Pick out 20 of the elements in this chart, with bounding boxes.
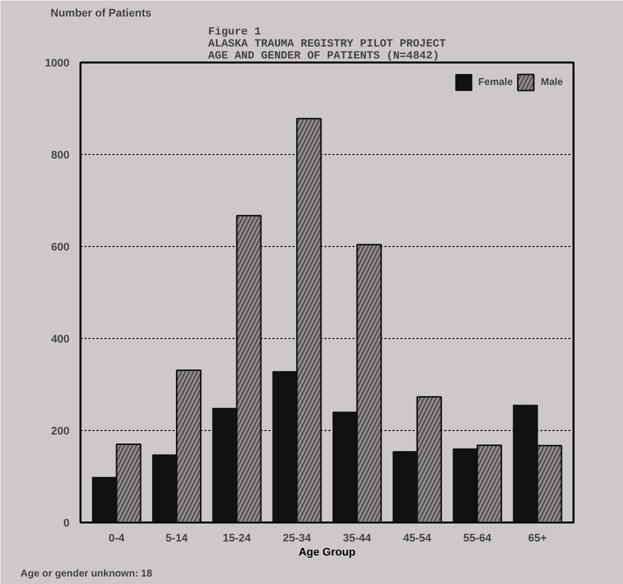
y-tick-label: 200: [51, 426, 70, 438]
chart-title: Figure 1 ALASKA TRAUMA REGISTRY PILOT PROJECT AGE AND GENDER OF PATIENTS (N=4842): [208, 26, 446, 62]
y-axis-title: Number of Patients: [50, 8, 152, 20]
x-tick-label: 65+: [528, 532, 547, 544]
x-tick-label: 5-14: [166, 532, 189, 544]
x-tick-label: 45-54: [403, 532, 432, 544]
x-tick-label: 35-44: [342, 532, 372, 544]
text: Age or gender unknown: 18: [20, 568, 153, 580]
y-tick-label: 1000: [45, 58, 70, 70]
x-tick-label: 55-64: [463, 532, 492, 544]
x-tick-label: 25-34: [282, 532, 312, 544]
legend-label: Male: [540, 76, 563, 88]
x-tick-label: 0-4: [108, 532, 126, 544]
y-tick-label: 800: [51, 150, 70, 162]
x-axis-title: Age Group: [298, 546, 356, 558]
y-tick-label: 600: [51, 242, 70, 254]
legend-label: Female: [478, 76, 513, 88]
y-tick-label: 0: [63, 518, 70, 530]
x-tick-label: 15-24: [222, 532, 252, 544]
y-tick-label: 400: [51, 334, 70, 346]
